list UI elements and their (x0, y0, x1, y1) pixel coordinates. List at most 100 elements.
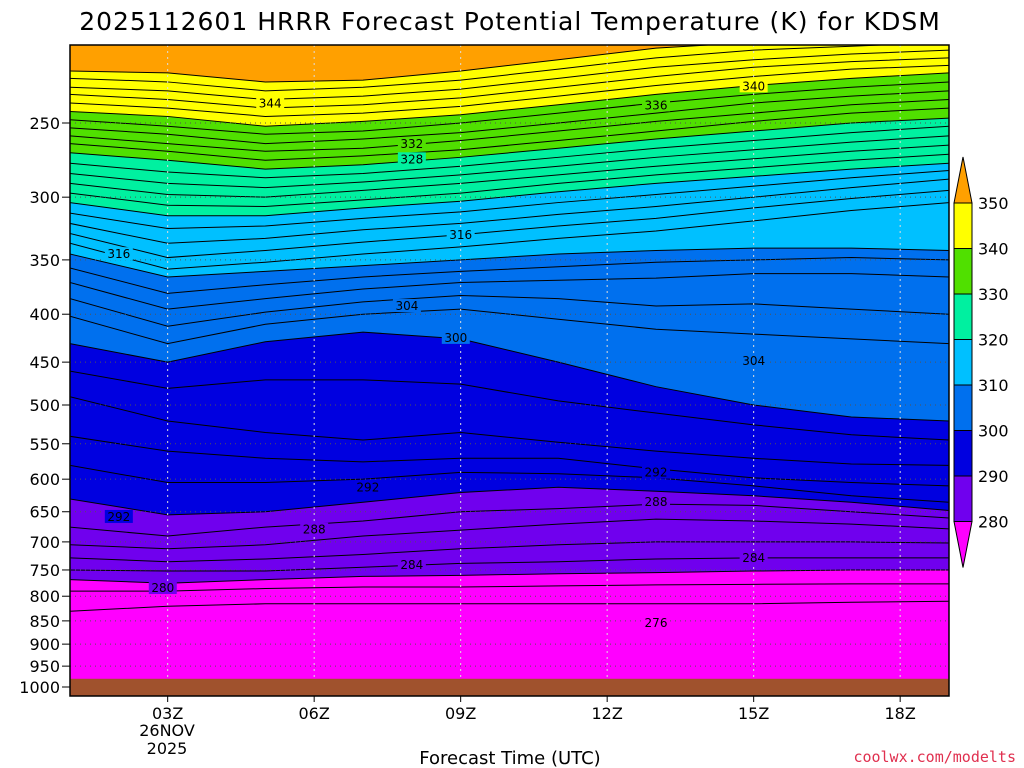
contour-label: 284 (400, 558, 423, 572)
isentrope-290 (70, 486, 949, 516)
contour-label: 336 (645, 98, 668, 112)
ground-layer (70, 678, 949, 696)
colorbar-tick-label: 290 (978, 467, 1009, 486)
colorbar-bin (953, 430, 973, 477)
x-date-label-year: 2025 (147, 739, 188, 758)
contour-label-bg (300, 522, 329, 536)
x-axis-label: Forecast Time (UTC) (419, 748, 600, 768)
y-tick-label: 750 (29, 561, 60, 580)
contour-label-bg (104, 247, 133, 261)
y-tick-label: 350 (29, 251, 60, 270)
fill-below-276 (70, 601, 949, 696)
isentrope-308 (70, 257, 949, 294)
y-tick-label: 800 (29, 587, 60, 606)
x-tick-label: 12Z (592, 704, 623, 723)
contour-label: 292 (107, 510, 130, 524)
isentrope-318 (70, 170, 949, 229)
contour-label-bg (392, 299, 421, 313)
contour-label: 316 (107, 247, 130, 261)
x-axis: 03Z 06Z 09Z 12Z 15Z 18Z (152, 696, 916, 723)
contour-label: 332 (400, 137, 423, 151)
colorbar-bin (953, 475, 973, 522)
colorbar-bin (953, 293, 973, 340)
y-tick-label: 1000 (19, 678, 60, 697)
colorbar-top-triangle (953, 156, 973, 204)
isentrope-346 (70, 49, 949, 101)
colorbar-tick-label: 340 (978, 240, 1009, 259)
colorbar-tick-label: 280 (978, 513, 1009, 532)
isentrope-314 (70, 189, 949, 259)
isentrope-350 (70, 45, 717, 83)
isentrope-316 (70, 178, 949, 244)
colorbar-tick-label: 350 (978, 194, 1009, 213)
contour-label-bg (256, 96, 285, 110)
contour-label: 288 (303, 523, 326, 537)
contour-label: 304 (395, 299, 418, 313)
contour-label-bg (441, 330, 470, 344)
source-credit: coolwx.com/modelts (853, 748, 1016, 766)
contour-label: 300 (444, 331, 467, 345)
x-date-label-day: 26NOV (139, 721, 195, 740)
x-tick-label: 18Z (885, 704, 916, 723)
isentrope-294 (70, 435, 949, 487)
contour-label-bg (739, 79, 768, 93)
isentrope-338 (70, 81, 949, 135)
isentrope-312 (70, 202, 949, 270)
isentrope-334 (70, 99, 949, 152)
contour-label: 340 (742, 79, 765, 93)
isentrope-298 (70, 370, 949, 441)
isentrope-330 (70, 117, 949, 170)
y-tick-label: 400 (29, 305, 60, 324)
y-tick-label: 300 (29, 188, 60, 207)
x-tick-label: 09Z (445, 704, 476, 723)
y-tick-label: 850 (29, 612, 60, 631)
contour-label-bg (642, 494, 670, 508)
isentrope-306 (70, 273, 949, 310)
colorbar-tick-label: 320 (978, 331, 1009, 350)
isentrope-324 (70, 144, 949, 198)
y-tick-label: 900 (29, 635, 60, 654)
isentrope-302 (70, 308, 949, 345)
colorbar: 280 290 300 310 320 330 340 350 (953, 156, 1009, 568)
contour-label: 288 (645, 495, 668, 509)
contour-label-bg (104, 509, 133, 523)
isentrope-342 (70, 64, 949, 117)
isentrope-284 (70, 541, 949, 563)
y-tick-label: 550 (29, 435, 60, 454)
y-tick-label: 250 (29, 114, 60, 133)
x-tick-label: 06Z (299, 704, 330, 723)
y-tick-label: 450 (29, 353, 60, 372)
isentrope-328 (70, 125, 949, 179)
isentrope-322 (70, 153, 949, 208)
isentrope-344 (70, 57, 949, 109)
contour-label-bg (642, 465, 670, 479)
contour-label-bg (397, 137, 426, 151)
isentrope-288 (70, 503, 949, 537)
contour-label-bg (397, 558, 426, 572)
isentrope-340 (70, 72, 949, 127)
contour-label: 292 (356, 481, 379, 495)
isentrope-304 (70, 294, 949, 327)
contour-label: 328 (400, 152, 423, 166)
contour-label: 292 (645, 466, 668, 480)
colorbar-tick-label: 330 (978, 285, 1009, 304)
contour-label: 280 (151, 581, 174, 595)
colorbar-bin (953, 384, 973, 431)
x-tick-label: 15Z (738, 704, 769, 723)
contour-label: 276 (645, 616, 668, 630)
colorbar-bottom-triangle (953, 521, 973, 568)
chart-title: 2025112601 HRRR Forecast Potential Tempe… (79, 7, 941, 36)
contour-label-bg (148, 581, 177, 595)
y-tick-label: 650 (29, 503, 60, 522)
contour-label: 284 (742, 551, 765, 565)
colorbar-tick-label: 300 (978, 422, 1009, 441)
colorbar-bin (953, 339, 973, 386)
isentrope-336 (70, 90, 949, 145)
isentrope-326 (70, 135, 949, 189)
isentrope-lines (70, 45, 949, 612)
contour-label: 316 (449, 228, 472, 242)
colorbar-tick-label: 310 (978, 376, 1009, 395)
y-tick-label: 700 (29, 533, 60, 552)
contour-label-bg (642, 616, 670, 630)
